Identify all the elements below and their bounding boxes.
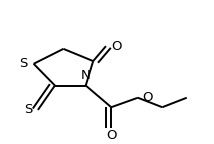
Text: O: O [143, 91, 153, 104]
Text: S: S [19, 57, 28, 70]
Text: O: O [111, 40, 122, 53]
Text: O: O [106, 129, 116, 142]
Text: N: N [81, 69, 91, 82]
Text: S: S [24, 103, 33, 116]
